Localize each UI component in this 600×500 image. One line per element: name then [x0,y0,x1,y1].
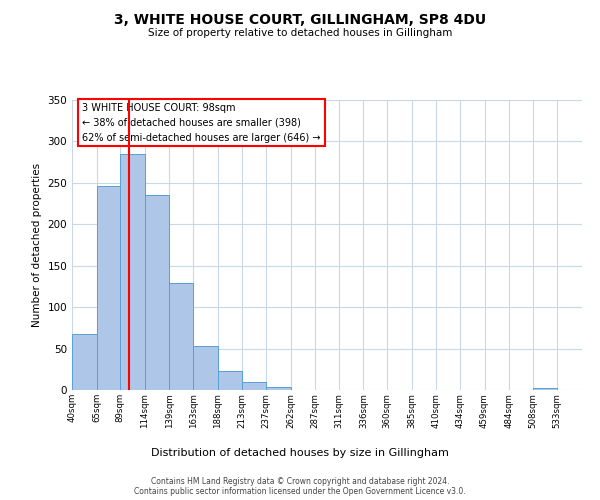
Bar [266,386,290,390]
Bar [97,186,120,390]
Bar [533,388,557,390]
Text: Contains public sector information licensed under the Open Government Licence v3: Contains public sector information licen… [134,486,466,496]
Bar [72,334,97,390]
Y-axis label: Number of detached properties: Number of detached properties [32,163,42,327]
Bar [193,346,218,390]
Bar [169,283,193,390]
Text: Size of property relative to detached houses in Gillingham: Size of property relative to detached ho… [148,28,452,38]
Text: 3 WHITE HOUSE COURT: 98sqm
← 38% of detached houses are smaller (398)
62% of sem: 3 WHITE HOUSE COURT: 98sqm ← 38% of deta… [82,103,320,142]
Text: 3, WHITE HOUSE COURT, GILLINGHAM, SP8 4DU: 3, WHITE HOUSE COURT, GILLINGHAM, SP8 4D… [114,12,486,26]
Bar [218,371,242,390]
Bar [242,382,266,390]
Bar [120,154,145,390]
Text: Contains HM Land Registry data © Crown copyright and database right 2024.: Contains HM Land Registry data © Crown c… [151,476,449,486]
Bar [145,196,169,390]
Text: Distribution of detached houses by size in Gillingham: Distribution of detached houses by size … [151,448,449,458]
